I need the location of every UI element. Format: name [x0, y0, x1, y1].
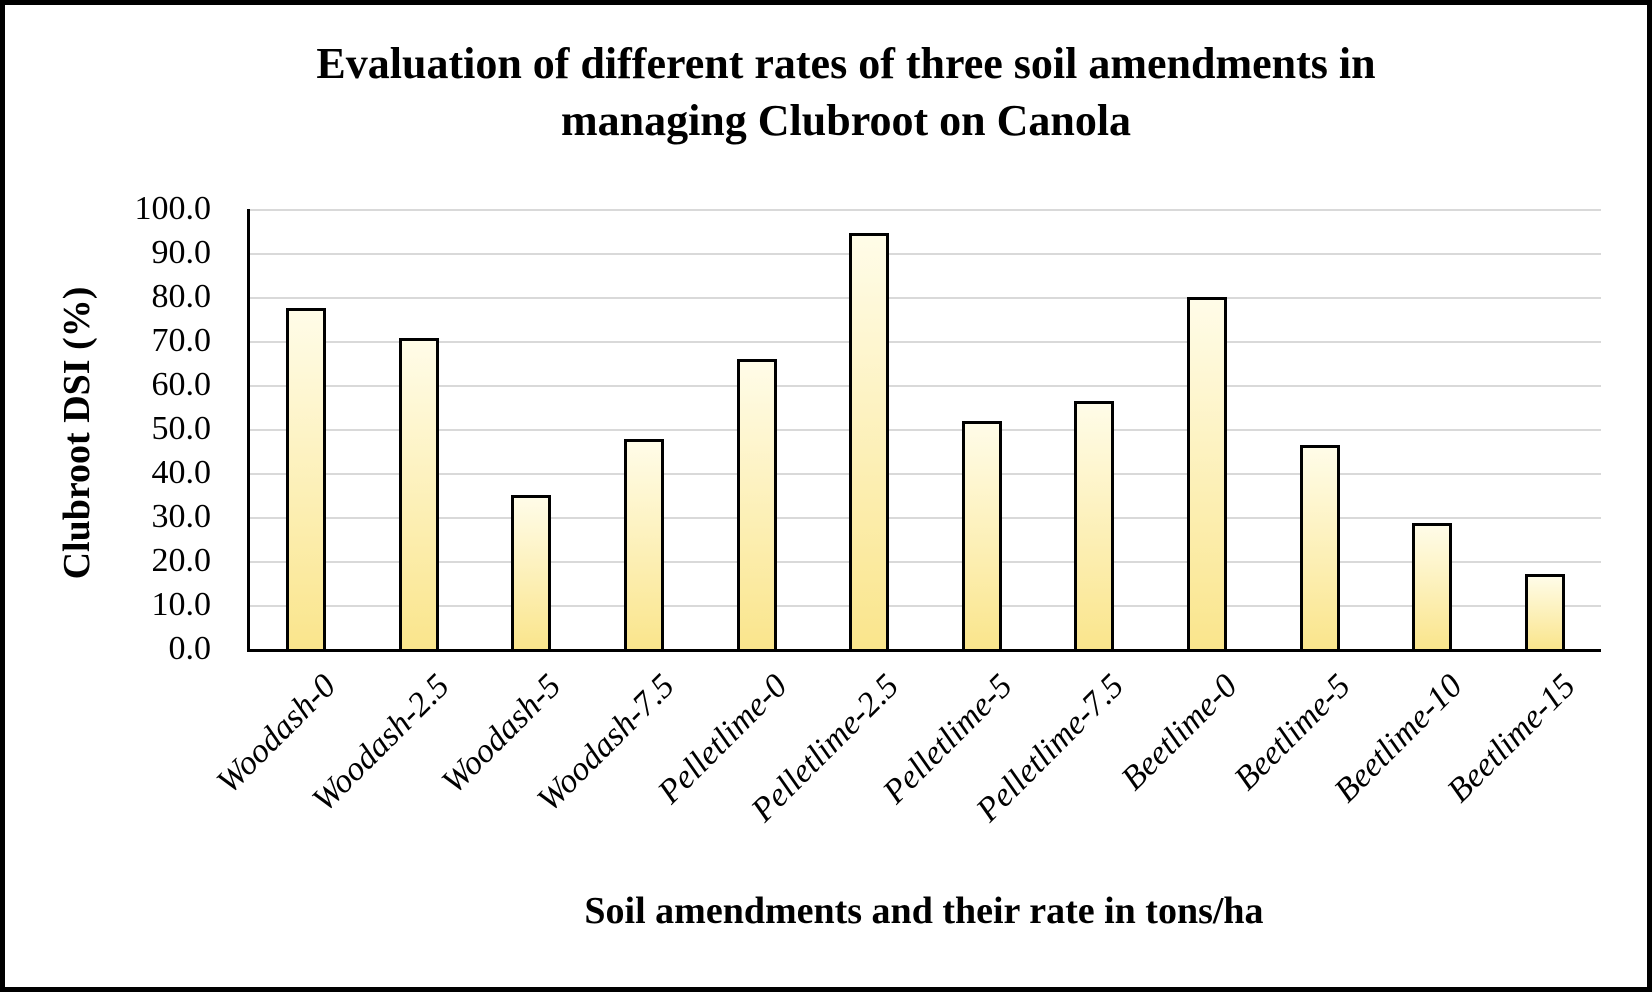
- y-tick-label-10.0: 10.0: [151, 586, 212, 623]
- gridline-50: [250, 429, 1601, 431]
- chart-title-line-1: Evaluation of different rates of three s…: [316, 39, 1376, 88]
- y-tick-label-90.0: 90.0: [151, 234, 212, 271]
- y-tick-label-70.0: 70.0: [151, 322, 212, 359]
- bar-Pelletlime-5: [962, 421, 1002, 649]
- y-tick-label-40.0: 40.0: [151, 454, 212, 491]
- bar-Woodash-0: [286, 308, 326, 649]
- plot-area: [247, 209, 1601, 652]
- bar-Pelletlime-7.5: [1074, 401, 1114, 649]
- bar-Pelletlime-2.5: [849, 233, 889, 649]
- bar-Beetlime-15: [1525, 574, 1565, 649]
- bar-Woodash-2.5: [399, 338, 439, 649]
- y-tick-label-0.0: 0.0: [168, 630, 212, 667]
- y-tick-label-100.0: 100.0: [134, 190, 212, 227]
- gridline-100: [250, 209, 1601, 211]
- gridline-60: [250, 385, 1601, 387]
- chart-title-line-2: managing Clubroot on Canola: [560, 96, 1132, 145]
- gridline-10: [250, 605, 1601, 607]
- gridline-90: [250, 253, 1601, 255]
- bar-Pelletlime-0: [737, 359, 777, 649]
- y-tick-label-60.0: 60.0: [151, 366, 212, 403]
- gridline-40: [250, 473, 1601, 475]
- y-tick-label-80.0: 80.0: [151, 278, 212, 315]
- gridline-80: [250, 297, 1601, 299]
- bar-Beetlime-5: [1300, 445, 1340, 649]
- bar-Beetlime-0: [1187, 297, 1227, 649]
- x-axis-title: Soil amendments and their rate in tons/h…: [584, 890, 1264, 932]
- gridline-30: [250, 517, 1601, 519]
- y-tick-label-20.0: 20.0: [151, 542, 212, 579]
- chart-title: Evaluation of different rates of three s…: [45, 35, 1647, 149]
- x-category-label-text: Beetlime-0: [1114, 667, 1245, 798]
- y-tick-label-30.0: 30.0: [151, 498, 212, 535]
- bar-Woodash-7.5: [624, 439, 664, 649]
- gridline-70: [250, 341, 1601, 343]
- bar-Woodash-5: [511, 495, 551, 649]
- bar-Beetlime-10: [1412, 523, 1452, 649]
- gridline-20: [250, 561, 1601, 563]
- y-tick-label-50.0: 50.0: [151, 410, 212, 447]
